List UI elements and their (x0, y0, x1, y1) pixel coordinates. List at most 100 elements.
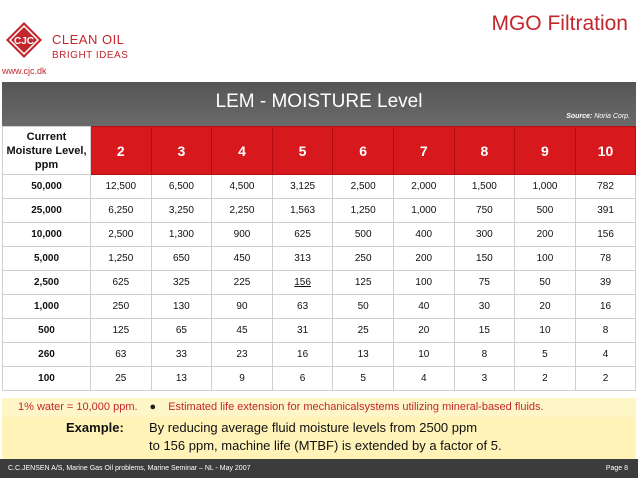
table-cell: 250 (90, 294, 152, 319)
table-cell: 2,500 (90, 222, 152, 247)
page-number: Page 8 (605, 465, 628, 472)
table-row: 2,500 625 325 225 156 125 100 75 50 39 (2, 270, 637, 295)
table-cell: 391 (574, 198, 637, 223)
table-cell: 156 (574, 222, 637, 247)
table-cell: 15 (453, 318, 516, 343)
table-cell: 39 (574, 270, 637, 295)
table-cell: 2,250 (211, 198, 273, 223)
table-cell: 4,500 (211, 174, 273, 199)
table-cell: 2 (574, 366, 637, 391)
table-cell: 20 (514, 294, 576, 319)
column-header: 6 (332, 126, 394, 175)
table-cell: 10 (392, 342, 455, 367)
table-cell: 8 (453, 342, 516, 367)
table-cell: 300 (453, 222, 516, 247)
table-cell: 200 (514, 222, 576, 247)
table-cell: 900 (211, 222, 273, 247)
example-line-2: to 156 ppm, machine life (MTBF) is exten… (149, 438, 502, 453)
table-cell: 1,250 (332, 198, 394, 223)
example-line-1: By reducing average fluid moisture level… (149, 420, 478, 435)
moisture-table: Current Moisture Level, ppm 2 3 4 5 6 7 … (2, 126, 637, 391)
brand-tagline-1: CLEAN OIL (52, 32, 125, 47)
source-credit: Source: Noria Corp. (566, 113, 630, 120)
source-label: Source: (566, 113, 593, 120)
example-box: Example: By reducing average fluid moist… (2, 417, 636, 459)
table-cell: 2,500 (332, 174, 394, 199)
title-banner: LEM - MOISTURE Level Source: Noria Corp. (2, 82, 636, 126)
column-header: 5 (271, 126, 334, 175)
column-header: 7 (392, 126, 455, 175)
table-cell: 63 (90, 342, 152, 367)
table-cell: 8 (574, 318, 637, 343)
table-cell: 650 (150, 246, 213, 271)
table-cell: 9 (211, 366, 273, 391)
table-cell: 23 (211, 342, 273, 367)
table-cell: 63 (271, 294, 334, 319)
table-cell: 400 (392, 222, 455, 247)
website-link[interactable]: www.cjc.dk (2, 66, 47, 76)
table-cell: 625 (90, 270, 152, 295)
table-row: 1,000 250 130 90 63 50 40 30 20 16 (2, 294, 637, 319)
table-cell: 500 (332, 222, 394, 247)
note-right: Estimated life extension for mechanicals… (168, 401, 544, 413)
table-cell: 3 (453, 366, 516, 391)
table-cell: 16 (271, 342, 334, 367)
table-cell: 156 (271, 270, 334, 295)
bullet-icon: ● (149, 401, 157, 413)
table-cell: 1,000 (392, 198, 455, 223)
brand-tagline-2: BRIGHT IDEAS (52, 50, 129, 61)
row-header: 2,500 (2, 270, 91, 295)
table-row: 260 63 33 23 16 13 10 8 5 4 (2, 342, 637, 367)
table-cell: 1,563 (271, 198, 334, 223)
table-cell: 1,000 (514, 174, 576, 199)
table-cell: 50 (514, 270, 576, 295)
table-cell: 6 (271, 366, 334, 391)
table-cell: 25 (332, 318, 394, 343)
table-cell: 3,125 (271, 174, 334, 199)
table-cell: 782 (574, 174, 637, 199)
example-label: Example: (66, 420, 124, 435)
table-cell: 16 (574, 294, 637, 319)
table-cell: 6,500 (150, 174, 213, 199)
row-header: 260 (2, 342, 91, 367)
svg-text:CJC: CJC (14, 36, 34, 47)
table-cell: 1,500 (453, 174, 516, 199)
table-cell: 225 (211, 270, 273, 295)
table-cell: 13 (332, 342, 394, 367)
column-header: 9 (514, 126, 576, 175)
row-header: 5,000 (2, 246, 91, 271)
column-header: 3 (150, 126, 213, 175)
table-cell: 78 (574, 246, 637, 271)
table-cell: 750 (453, 198, 516, 223)
table-cell: 10 (514, 318, 576, 343)
table-row: 5,000 1,250 650 450 313 250 200 150 100 78 (2, 246, 637, 271)
row-header: 50,000 (2, 174, 91, 199)
slide-header: CJC CLEAN OIL BRIGHT IDEAS www.cjc.dk MG… (0, 0, 638, 82)
table-cell: 130 (150, 294, 213, 319)
note-left: 1% water = 10,000 ppm. (18, 401, 138, 413)
table-header-row: Current Moisture Level, ppm 2 3 4 5 6 7 … (2, 126, 637, 175)
row-header: 100 (2, 366, 91, 391)
table-cell: 313 (271, 246, 334, 271)
table-cell: 50 (332, 294, 394, 319)
table-cell: 125 (332, 270, 394, 295)
table-cell: 5 (332, 366, 394, 391)
table-cell: 5 (514, 342, 576, 367)
table-cell: 25 (90, 366, 152, 391)
table-cell: 2,000 (392, 174, 455, 199)
table-cell: 100 (514, 246, 576, 271)
table-cell: 13 (150, 366, 213, 391)
banner-title: LEM - MOISTURE Level (215, 91, 423, 112)
slide-footer: C.C.JENSEN A/S, Marine Gas Oil problems,… (0, 459, 638, 478)
footer-credit: C.C.JENSEN A/S, Marine Gas Oil problems,… (8, 465, 251, 472)
table-cell: 325 (150, 270, 213, 295)
table-cell: 20 (392, 318, 455, 343)
table-cell: 200 (392, 246, 455, 271)
table-cell: 1,250 (90, 246, 152, 271)
row-header: 10,000 (2, 222, 91, 247)
column-header: 8 (453, 126, 516, 175)
table-cell: 100 (392, 270, 455, 295)
table-row: 25,000 6,250 3,250 2,250 1,563 1,250 1,000 750 5… (2, 198, 637, 223)
table-cell: 33 (150, 342, 213, 367)
table-cell: 250 (332, 246, 394, 271)
